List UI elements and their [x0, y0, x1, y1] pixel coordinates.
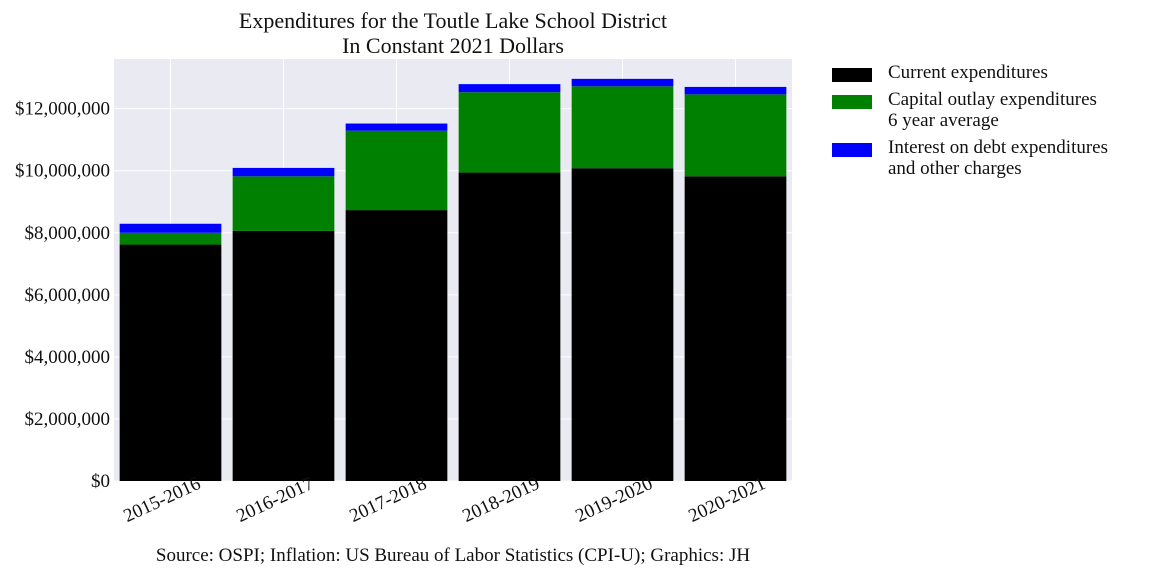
legend-swatch: [832, 68, 872, 82]
bar-segment-3-2015-2016: [119, 223, 222, 233]
bar-segment-3-2018-2019: [458, 84, 561, 93]
bar-segment-2-2018-2019: [458, 92, 561, 173]
chart-caption: Source: OSPI; Inflation: US Bureau of La…: [156, 545, 750, 566]
legend-label: Interest on debt expenditures and other c…: [888, 137, 1108, 179]
bar-segment-1-2019-2020: [571, 168, 674, 482]
y-tick-label: $10,000,000: [15, 161, 110, 182]
y-tick-label: $12,000,000: [15, 99, 110, 120]
legend: Current expenditures Capital outlay expen…: [832, 62, 1142, 185]
y-tick-label: $4,000,000: [25, 347, 111, 368]
legend-label: Capital outlay expenditures 6 year averag…: [888, 89, 1097, 131]
bar-segment-3-2016-2017: [232, 167, 335, 177]
bar-segment-2-2019-2020: [571, 86, 674, 169]
legend-label-line: Capital outlay expenditures: [888, 89, 1097, 110]
bar-segment-1-2017-2018: [345, 210, 448, 482]
legend-label-line: Current expenditures: [888, 62, 1048, 83]
bar-segment-1-2016-2017: [232, 230, 335, 481]
bars: [119, 78, 787, 482]
legend-label-line: and other charges: [888, 158, 1022, 179]
legend-item-2: Capital outlay expenditures 6 year averag…: [832, 89, 1142, 131]
bar-segment-1-2015-2016: [119, 244, 222, 481]
chart-title-line-2: In Constant 2021 Dollars: [342, 33, 564, 58]
legend-label-line: Interest on debt expenditures: [888, 137, 1109, 158]
legend-item-1: Current expenditures: [832, 62, 1142, 83]
y-tick-label: $2,000,000: [25, 409, 111, 430]
legend-item-3: Interest on debt expenditures and other c…: [832, 137, 1142, 179]
legend-label: Current expenditures: [888, 62, 1048, 83]
bar-segment-2-2017-2018: [345, 130, 448, 211]
bar-segment-2-2020-2021: [684, 94, 787, 177]
y-tick-label: $6,000,000: [25, 285, 111, 306]
bar-segment-2-2015-2016: [119, 232, 222, 245]
legend-label-line: 6 year average: [888, 110, 999, 131]
bar-segment-3-2017-2018: [345, 123, 448, 131]
legend-swatch: [832, 95, 872, 109]
bar-segment-3-2019-2020: [571, 78, 674, 87]
y-tick-label: $8,000,000: [25, 223, 111, 244]
bar-segment-3-2020-2021: [684, 86, 787, 95]
chart-title-line-1: Expenditures for the Toutle Lake School …: [239, 8, 667, 33]
legend-swatch: [832, 143, 872, 157]
bar-segment-2-2016-2017: [232, 176, 335, 231]
plot-area: [114, 59, 792, 481]
y-axis: $0 $2,000,000 $4,000,000 $6,000,000 $8,000,0…: [15, 99, 110, 492]
y-tick-label: $0: [91, 471, 110, 492]
bar-segment-1-2018-2019: [458, 172, 561, 482]
bar-segment-1-2020-2021: [684, 176, 787, 481]
